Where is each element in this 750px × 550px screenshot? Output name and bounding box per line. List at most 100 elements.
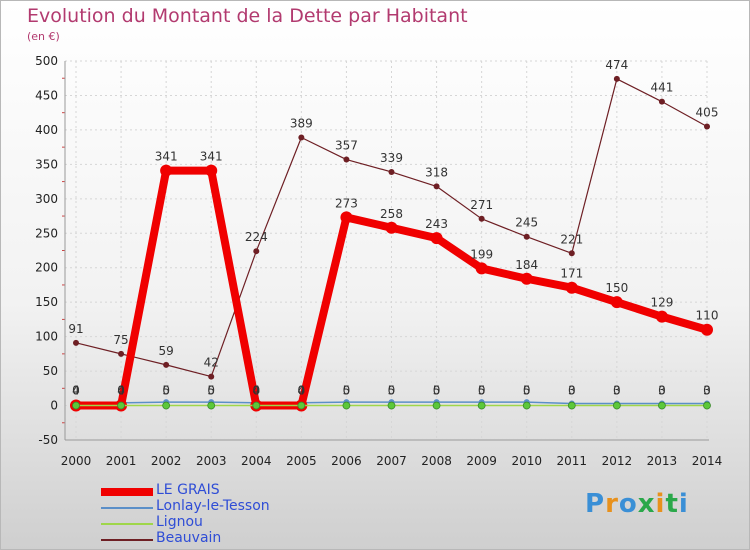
- data-label-le-grais: 0: [252, 384, 260, 398]
- legend-label: Beauvain: [156, 530, 222, 546]
- data-label-le-grais: 243: [425, 217, 448, 231]
- data-label-lignou: 0: [252, 384, 260, 398]
- data-point-le-grais: [565, 281, 578, 294]
- y-tick-label: 50: [43, 364, 58, 378]
- y-tick-label: 200: [35, 261, 58, 275]
- data-label-le-grais: 129: [650, 296, 673, 310]
- chart-title: Evolution du Montant de la Dette par Hab…: [27, 5, 468, 27]
- data-point-beauvain: [478, 215, 485, 222]
- data-label-lonlay-le-tesson: 3: [613, 384, 621, 398]
- x-tick-label: 2006: [331, 454, 362, 468]
- logo-letter: i: [678, 489, 689, 519]
- y-tick-label: -50: [38, 433, 58, 447]
- data-point-le-grais: [340, 211, 353, 224]
- x-tick-label: 2009: [466, 454, 497, 468]
- data-label-lonlay-le-tesson: 5: [433, 384, 441, 398]
- data-label-lignou: 0: [117, 384, 125, 398]
- legend-swatch: [101, 488, 153, 496]
- data-point-beauvain: [118, 350, 125, 357]
- data-label-lonlay-le-tesson: 5: [388, 384, 396, 398]
- data-label-le-grais: 150: [605, 281, 628, 295]
- data-point-lignou: [612, 401, 621, 410]
- data-label-lonlay-le-tesson: 5: [523, 384, 531, 398]
- data-point-lignou: [207, 401, 216, 410]
- data-point-beauvain: [73, 339, 79, 346]
- x-tick-label: 2002: [151, 454, 182, 468]
- legend-label: Lonlay-le-Tesson: [156, 498, 270, 514]
- data-label-lonlay-le-tesson: 4: [72, 384, 80, 398]
- data-label-le-grais: 199: [470, 247, 493, 261]
- data-label-lonlay-le-tesson: 3: [658, 384, 666, 398]
- y-tick-label: 250: [35, 226, 58, 240]
- x-tick-label: 2013: [647, 454, 678, 468]
- data-label-le-grais: 341: [200, 150, 223, 164]
- data-label-beauvain: 224: [245, 230, 268, 244]
- data-point-beauvain: [343, 156, 350, 163]
- data-label-lonlay-le-tesson: 3: [703, 384, 711, 398]
- data-label-beauvain: 474: [605, 58, 628, 72]
- x-tick-label: 2012: [602, 454, 633, 468]
- x-tick-label: 2008: [421, 454, 452, 468]
- data-label-beauvain: 271: [470, 198, 493, 212]
- x-tick-label: 2004: [241, 454, 272, 468]
- data-label-lignou: 0: [478, 384, 486, 398]
- data-point-le-grais: [205, 164, 218, 177]
- data-label-beauvain: 389: [290, 116, 313, 130]
- data-label-lignou: 0: [703, 384, 711, 398]
- y-tick-label: 150: [35, 295, 58, 309]
- data-point-beauvain: [388, 168, 395, 175]
- x-tick-label: 2014: [692, 454, 723, 468]
- data-label-le-grais: 273: [335, 196, 358, 210]
- x-tick-label: 2010: [511, 454, 542, 468]
- data-point-beauvain: [163, 361, 170, 368]
- legend-swatch: [101, 539, 153, 541]
- data-label-beauvain: 318: [425, 165, 448, 179]
- series-layer: [70, 75, 713, 412]
- logo-letter: i: [655, 489, 666, 519]
- data-point-lignou: [432, 401, 441, 410]
- data-point-lignou: [342, 401, 351, 410]
- data-label-beauvain: 91: [68, 322, 83, 336]
- data-point-beauvain: [208, 373, 215, 380]
- logo-letter: t: [665, 489, 679, 519]
- data-label-le-grais: 184: [515, 258, 538, 272]
- x-tick-label: 2003: [196, 454, 227, 468]
- data-label-lignou: 0: [388, 384, 396, 398]
- data-point-beauvain: [568, 250, 575, 257]
- data-label-lonlay-le-tesson: 5: [343, 384, 351, 398]
- data-point-le-grais: [385, 221, 398, 234]
- chart-unit: (en €): [27, 30, 60, 43]
- data-label-lonlay-le-tesson: 4: [252, 384, 260, 398]
- data-point-lignou: [477, 401, 486, 410]
- data-label-beauvain: 42: [204, 356, 219, 370]
- data-point-le-grais: [160, 164, 173, 177]
- data-point-beauvain: [253, 248, 260, 255]
- data-point-beauvain: [433, 183, 440, 190]
- data-point-lignou: [162, 401, 171, 410]
- data-label-lignou: 0: [162, 384, 170, 398]
- data-point-lignou: [703, 401, 711, 410]
- data-label-beauvain: 339: [380, 151, 403, 165]
- data-point-beauvain: [298, 134, 305, 141]
- data-point-le-grais: [430, 232, 443, 245]
- y-tick-label: 300: [35, 192, 58, 206]
- data-point-beauvain: [613, 75, 620, 82]
- data-label-le-grais: 341: [155, 150, 178, 164]
- data-label-lonlay-le-tesson: 3: [568, 384, 576, 398]
- data-label-lignou: 0: [207, 384, 215, 398]
- data-point-lignou: [387, 401, 396, 410]
- data-label-beauvain: 441: [650, 81, 673, 95]
- x-tick-label: 2001: [106, 454, 137, 468]
- y-tick-label: 100: [35, 330, 58, 344]
- data-label-lignou: 0: [343, 384, 351, 398]
- x-tick-label: 2011: [557, 454, 588, 468]
- data-label-beauvain: 59: [159, 344, 174, 358]
- x-tick-label: 2005: [286, 454, 317, 468]
- data-point-lignou: [658, 401, 666, 410]
- data-label-lonlay-le-tesson: 5: [478, 384, 486, 398]
- data-label-le-grais: 171: [560, 267, 583, 281]
- data-point-le-grais: [610, 296, 623, 309]
- data-point-beauvain: [658, 98, 665, 105]
